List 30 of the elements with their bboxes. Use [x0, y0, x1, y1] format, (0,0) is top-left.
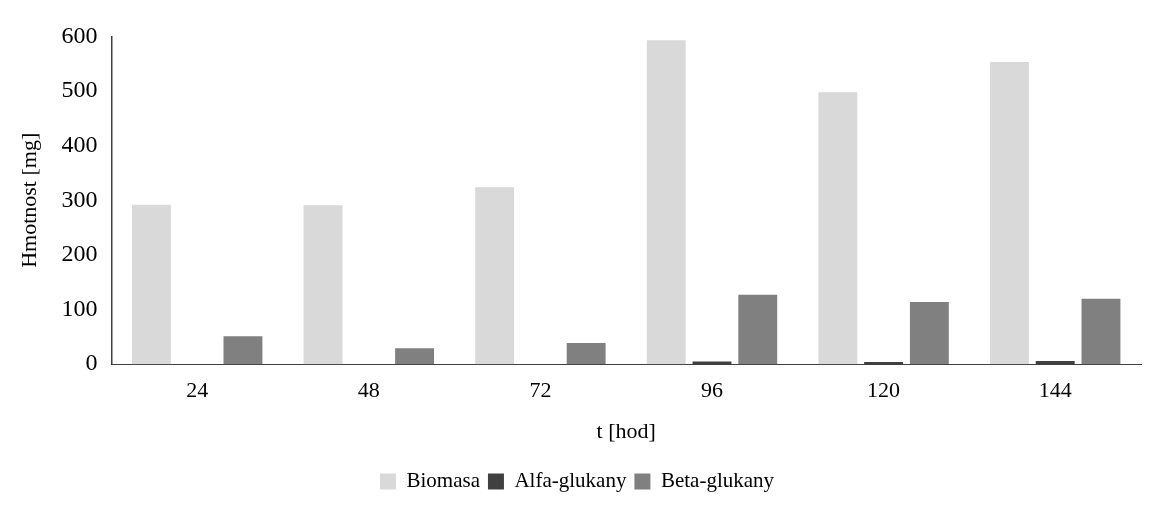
bar [646, 40, 686, 365]
y-tick-label: 400 [61, 130, 98, 157]
bar [395, 348, 435, 365]
y-tick-label: 300 [61, 185, 98, 212]
y-tick-label: 100 [61, 294, 98, 321]
x-tick-label: 120 [867, 377, 901, 403]
y-tick-label: 500 [61, 76, 98, 103]
bar [818, 92, 858, 365]
bar [303, 205, 343, 365]
bar [909, 301, 949, 365]
bar [989, 62, 1029, 365]
y-axis-title: Hmotnost [mg] [15, 132, 41, 268]
bar [566, 342, 606, 365]
x-tick-label: 72 [529, 377, 552, 403]
bar [1081, 298, 1121, 365]
bar [475, 187, 515, 365]
y-tick-label: 600 [61, 21, 98, 48]
x-tick-label: 48 [357, 377, 380, 403]
legend-label: Biomasa [406, 468, 481, 493]
bar [223, 336, 263, 365]
bar [738, 294, 778, 365]
x-tick-label: 144 [1038, 377, 1072, 403]
x-tick-label: 24 [186, 377, 209, 403]
y-tick-label: 200 [61, 240, 98, 267]
y-tick-label: 0 [85, 349, 98, 376]
legend-label: Alfa-glukany [514, 468, 627, 493]
x-tick-label: 96 [701, 377, 723, 403]
x-axis-title: t [hod] [596, 417, 656, 443]
bar [131, 204, 171, 365]
legend-label: Beta-glukany [660, 468, 775, 493]
